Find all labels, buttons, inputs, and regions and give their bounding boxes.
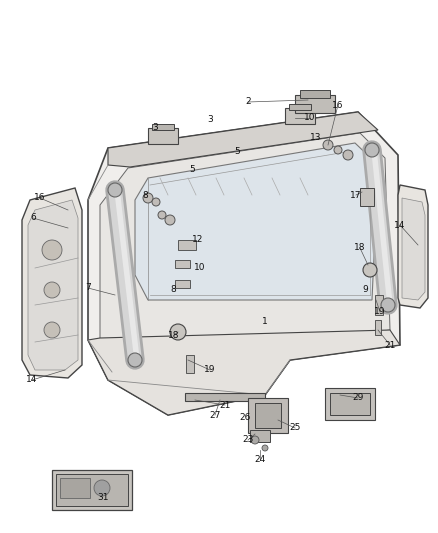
Circle shape: [381, 298, 395, 312]
Bar: [300, 90, 330, 98]
Text: 18: 18: [354, 244, 366, 253]
Bar: [255, 403, 281, 428]
Text: 21: 21: [384, 341, 396, 350]
Text: 10: 10: [194, 263, 206, 272]
Polygon shape: [100, 133, 390, 398]
Text: 29: 29: [352, 393, 364, 402]
Circle shape: [44, 322, 60, 338]
Text: 10: 10: [304, 114, 316, 123]
Text: 23: 23: [242, 435, 254, 445]
Bar: [375, 320, 381, 335]
Text: 12: 12: [192, 236, 204, 245]
Text: 5: 5: [189, 166, 195, 174]
Text: 17: 17: [350, 190, 362, 199]
Polygon shape: [88, 112, 400, 415]
Circle shape: [334, 146, 342, 154]
Text: 21: 21: [219, 400, 231, 409]
Polygon shape: [108, 112, 378, 167]
Bar: [295, 95, 335, 113]
Text: 14: 14: [394, 221, 406, 230]
Circle shape: [323, 140, 333, 150]
Polygon shape: [135, 143, 378, 300]
Bar: [330, 393, 370, 415]
Circle shape: [251, 436, 259, 444]
Circle shape: [128, 353, 142, 367]
Text: 1: 1: [262, 318, 268, 327]
Text: 19: 19: [204, 366, 216, 375]
Bar: [289, 104, 311, 110]
Circle shape: [262, 445, 268, 451]
Bar: [185, 393, 265, 401]
Bar: [285, 108, 315, 124]
Bar: [360, 188, 374, 206]
Circle shape: [94, 480, 110, 496]
Bar: [325, 388, 375, 420]
Polygon shape: [88, 330, 400, 415]
Text: 31: 31: [97, 494, 109, 503]
Text: 5: 5: [234, 148, 240, 157]
Text: 25: 25: [290, 424, 301, 432]
Text: 8: 8: [142, 190, 148, 199]
Bar: [248, 398, 288, 433]
Bar: [60, 478, 90, 498]
Bar: [152, 124, 174, 130]
Circle shape: [152, 198, 160, 206]
Circle shape: [42, 240, 62, 260]
Text: 3: 3: [152, 124, 158, 133]
Polygon shape: [28, 200, 78, 370]
Bar: [375, 295, 383, 315]
Text: 16: 16: [332, 101, 344, 109]
Circle shape: [363, 263, 377, 277]
Polygon shape: [22, 188, 82, 378]
Bar: [148, 128, 178, 144]
Text: 6: 6: [30, 214, 36, 222]
Circle shape: [108, 183, 122, 197]
Polygon shape: [398, 185, 428, 308]
Text: 27: 27: [209, 410, 221, 419]
Text: 7: 7: [85, 284, 91, 293]
Bar: [250, 430, 270, 442]
Text: 9: 9: [362, 286, 368, 295]
Polygon shape: [402, 198, 425, 300]
Text: 19: 19: [374, 308, 386, 317]
Circle shape: [343, 150, 353, 160]
Text: 8: 8: [170, 286, 176, 295]
Circle shape: [165, 215, 175, 225]
Bar: [56, 474, 128, 506]
Text: 3: 3: [207, 116, 213, 125]
Text: 26: 26: [239, 414, 251, 423]
Bar: [52, 470, 132, 510]
Circle shape: [44, 282, 60, 298]
Circle shape: [365, 143, 379, 157]
Circle shape: [158, 211, 166, 219]
Text: 16: 16: [34, 193, 46, 203]
Bar: [186, 355, 194, 373]
Bar: [175, 280, 190, 288]
Text: 13: 13: [310, 133, 322, 142]
Text: 2: 2: [245, 98, 251, 107]
Text: 14: 14: [26, 376, 38, 384]
Bar: [178, 240, 196, 250]
Circle shape: [143, 193, 153, 203]
Bar: [175, 260, 190, 268]
Circle shape: [170, 324, 186, 340]
Text: 24: 24: [254, 456, 265, 464]
Text: 18: 18: [168, 330, 180, 340]
